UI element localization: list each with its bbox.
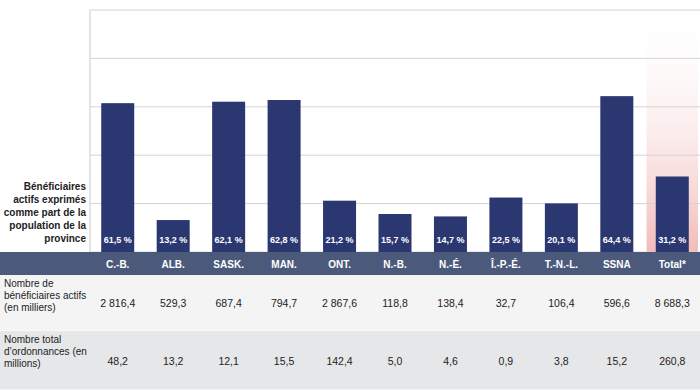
table-cell: 529,3 <box>160 297 186 309</box>
category-band <box>0 252 700 275</box>
bar <box>323 201 356 252</box>
category-label: MAN. <box>271 259 297 270</box>
table-row <box>0 275 700 331</box>
table-cell: 106,4 <box>548 297 574 309</box>
category-label: T.-N.-L. <box>545 259 579 270</box>
category-label: N.-B. <box>383 259 407 270</box>
bar <box>212 102 245 252</box>
table-cell: 142,4 <box>326 355 352 367</box>
data-label: 14,7 % <box>436 235 464 245</box>
bar <box>656 176 689 252</box>
bars <box>101 96 689 252</box>
grid-line <box>90 58 700 59</box>
category-label: Î.-P.-É. <box>490 258 521 270</box>
category-label: C.-B. <box>106 259 130 270</box>
bar <box>434 216 467 252</box>
row-label: Nombre de bénéficiaires actifs (en milli… <box>4 278 88 314</box>
table-cell: 15,2 <box>607 355 628 367</box>
category-label: ALB. <box>162 259 186 270</box>
table-cell: 15,5 <box>274 355 295 367</box>
table-row <box>0 331 700 390</box>
category-label: N.-É. <box>439 258 462 270</box>
table-cell: 118,8 <box>382 297 408 309</box>
data-label: 62,1 % <box>215 235 243 245</box>
y-axis-label: Bénéficiaires actifs exprimés comme part… <box>2 180 86 245</box>
table-cell: 794,7 <box>271 297 297 309</box>
category-label: ONT. <box>328 259 351 270</box>
table-cell: 13,2 <box>163 355 184 367</box>
chart-root: 61,5 % 13,2 % 62,1 % 62,8 % 21,2 % 15,7 % 14,7… <box>0 0 700 390</box>
row-label: Nombre total d’ordonnances (en millions) <box>4 334 88 370</box>
bar <box>379 214 412 252</box>
table-cell: 48,2 <box>108 355 129 367</box>
table-cell: 260,8 <box>659 355 685 367</box>
bar <box>489 198 522 252</box>
table-cell: 0,9 <box>499 355 514 367</box>
data-label: 20,1 % <box>547 235 575 245</box>
table-cell: 2 816,4 <box>100 297 135 309</box>
chart-svg: 61,5 % 13,2 % 62,1 % 62,8 % 21,2 % 15,7 % 14,7… <box>0 0 700 390</box>
table-cell: 138,4 <box>437 297 463 309</box>
data-label: 64,4 % <box>603 235 631 245</box>
table-cell: 4,6 <box>443 355 458 367</box>
column-highlight <box>647 0 698 252</box>
grid-line <box>90 10 700 11</box>
table-cell: 3,8 <box>554 355 569 367</box>
bar <box>545 203 578 252</box>
data-label: 13,2 % <box>159 235 187 245</box>
table-cell: 32,7 <box>496 297 517 309</box>
data-label: 22,5 % <box>492 235 520 245</box>
bar <box>600 96 633 252</box>
category-label: SSNA <box>603 259 631 270</box>
category-label: SASK. <box>213 259 244 270</box>
data-label: 31,2 % <box>658 235 686 245</box>
data-label: 62,8 % <box>270 235 298 245</box>
data-label: 21,2 % <box>326 235 354 245</box>
y-axis-line <box>90 10 91 252</box>
table-cell: 8 688,3 <box>655 297 690 309</box>
bar <box>101 103 134 252</box>
data-label: 61,5 % <box>104 235 132 245</box>
bar <box>268 100 301 252</box>
table-cell: 12,1 <box>218 355 239 367</box>
table-cell: 687,4 <box>215 297 241 309</box>
table-cell: 5,0 <box>388 355 403 367</box>
category-label: Total* <box>659 259 686 270</box>
bar <box>157 220 190 252</box>
data-label: 15,7 % <box>381 235 409 245</box>
table-cell: 596,6 <box>604 297 630 309</box>
table-cell: 2 867,6 <box>322 297 357 309</box>
